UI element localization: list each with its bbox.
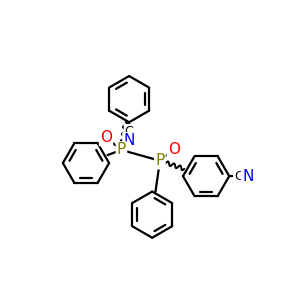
Text: O: O <box>168 142 180 157</box>
Text: O: O <box>100 130 112 145</box>
Text: C: C <box>125 125 134 138</box>
Text: N: N <box>242 169 254 184</box>
Text: N: N <box>123 133 135 148</box>
Text: C: C <box>234 169 243 183</box>
Text: P: P <box>117 142 126 158</box>
Text: P: P <box>155 153 164 168</box>
